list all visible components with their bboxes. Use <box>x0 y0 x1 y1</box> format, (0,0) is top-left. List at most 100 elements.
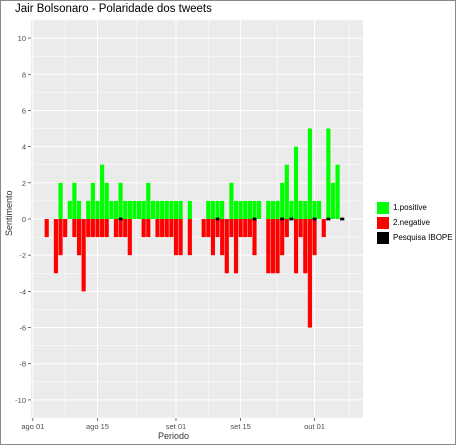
bar-negative <box>187 219 192 256</box>
y-tick-label: 4 <box>22 143 26 152</box>
bar-negative <box>275 219 280 274</box>
legend-label-positive: 1.positive <box>393 203 427 212</box>
bar-negative <box>173 219 179 256</box>
x-tick-label: ago 15 <box>86 422 109 431</box>
bar-negative <box>90 219 95 238</box>
bar-negative <box>229 219 234 238</box>
bar-positive <box>127 200 132 219</box>
bar-positive <box>275 200 280 219</box>
bar-ibope <box>326 217 331 221</box>
bar-negative <box>270 219 276 274</box>
y-tick-label: -6 <box>19 324 26 333</box>
bar-positive <box>123 200 128 219</box>
y-tick-label: -10 <box>15 396 26 405</box>
bar-positive <box>266 200 271 219</box>
bar-positive <box>238 200 243 219</box>
bar-positive <box>317 200 322 219</box>
bar-positive <box>141 200 146 219</box>
bar-ibope <box>312 217 317 221</box>
bar-ibope <box>289 217 294 221</box>
bar-negative <box>215 219 220 238</box>
bar-positive <box>160 200 165 219</box>
y-tick-label: 10 <box>18 34 26 43</box>
bar-positive <box>113 200 119 219</box>
bar-negative <box>72 219 77 238</box>
bar-positive <box>335 164 340 219</box>
bar-negative <box>247 219 252 238</box>
bar-negative <box>303 219 308 274</box>
bar-positive <box>100 164 105 219</box>
bar-positive <box>58 182 63 219</box>
legend-item-ibope: Pesquisa IBOPE <box>377 230 453 245</box>
bar-negative <box>307 219 312 328</box>
bar-positive <box>243 200 248 219</box>
bar-positive <box>284 164 289 219</box>
legend-swatch-ibope <box>377 231 389 244</box>
bar-negative <box>100 219 105 238</box>
bar-positive <box>307 128 312 219</box>
bar-positive <box>146 182 151 219</box>
bar-positive <box>67 200 72 219</box>
bar-positive <box>293 146 299 219</box>
bar-positive <box>252 200 257 219</box>
axes: 10 8 6 4 2 0 -2 -4 -6 -8 -10 ago 01 ago 15 set 01 set … <box>15 34 325 431</box>
bar-positive <box>104 182 109 219</box>
bar-positive <box>206 200 211 219</box>
bar-positive <box>136 200 142 219</box>
legend-swatch-positive <box>377 201 389 214</box>
bar-negative <box>298 219 303 238</box>
bar-negative <box>160 219 165 238</box>
bar-negative <box>104 219 109 238</box>
x-tick-label: set 15 <box>230 422 250 431</box>
bar-positive <box>72 182 77 219</box>
bar-positive <box>155 200 160 219</box>
bar-negative <box>44 219 49 238</box>
bar-ibope <box>118 217 123 221</box>
x-tick-label: out 01 <box>304 422 325 431</box>
bar-positive <box>90 182 95 219</box>
bar-positive <box>280 182 285 219</box>
bar-negative <box>63 219 68 238</box>
bar-negative <box>178 219 183 256</box>
bar-negative <box>95 219 100 238</box>
bar-negative <box>243 219 248 238</box>
bar-positive <box>215 200 220 219</box>
bar-negative <box>141 219 146 238</box>
bar-positive <box>150 200 155 219</box>
bar-negative <box>53 219 59 274</box>
bar-positive <box>330 182 336 219</box>
bar-negative <box>155 219 160 238</box>
bar-negative <box>220 219 225 256</box>
bar-negative <box>127 219 132 256</box>
bar-negative <box>252 219 257 256</box>
bar-positive <box>187 200 192 219</box>
bar-positive <box>132 200 137 219</box>
legend-item-negative: 2.negative <box>377 215 453 230</box>
bar-positive <box>326 128 331 219</box>
bar-negative <box>201 219 206 238</box>
bar-ibope <box>280 217 285 221</box>
y-tick-label: 8 <box>22 70 26 79</box>
bar-positive <box>164 200 169 219</box>
bar-positive <box>210 200 216 219</box>
bar-negative <box>113 219 119 238</box>
bar-positive <box>298 200 303 219</box>
bar-negative <box>206 219 211 238</box>
bar-negative <box>284 219 289 238</box>
bar-negative <box>312 219 317 256</box>
bar-positive <box>76 200 82 219</box>
bar-positive <box>220 200 225 219</box>
y-tick-label: 0 <box>22 215 26 224</box>
x-axis-label: Periodo <box>157 431 190 441</box>
bar-negative <box>164 219 169 238</box>
bar-positive <box>233 200 239 219</box>
bar-negative <box>233 219 239 274</box>
bar-positive <box>289 200 294 219</box>
bar-negative <box>146 219 151 238</box>
bar-positive <box>118 182 123 219</box>
bar-negative <box>86 219 91 238</box>
y-tick-label: 2 <box>22 179 26 188</box>
x-tick-label: ago 01 <box>21 422 44 431</box>
